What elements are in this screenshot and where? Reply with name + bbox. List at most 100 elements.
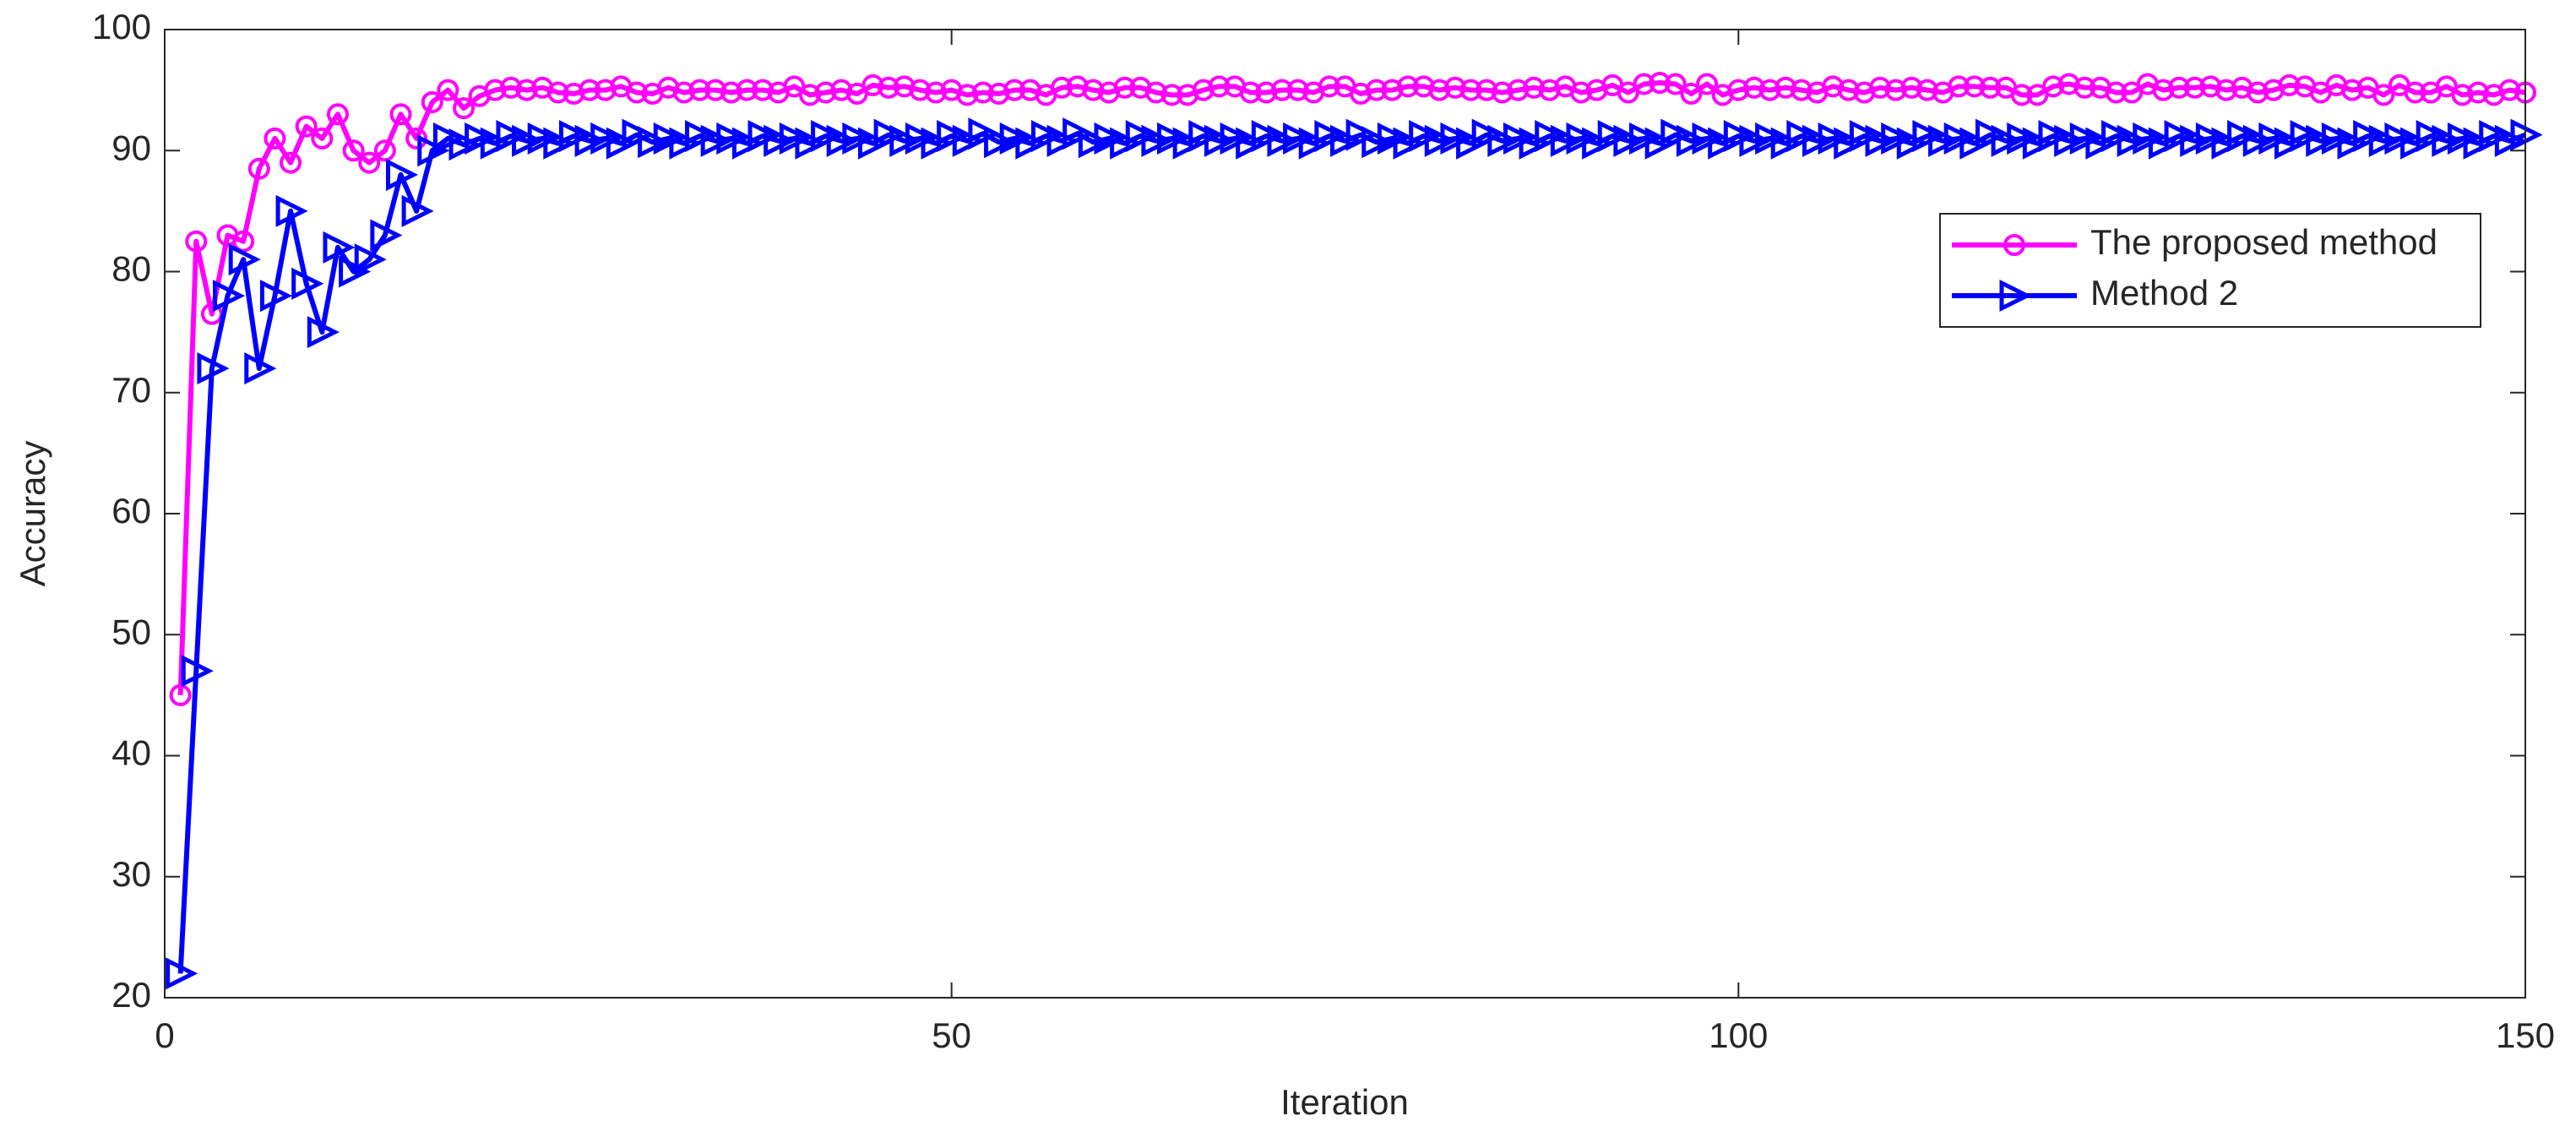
marker [842, 122, 875, 155]
marker [937, 120, 970, 153]
marker [2022, 127, 2055, 160]
marker [1680, 82, 1703, 105]
marker [1928, 124, 1961, 157]
marker [830, 79, 853, 101]
axes-box [164, 29, 2526, 999]
marker [1869, 76, 1892, 99]
marker [2168, 76, 2191, 99]
marker [1523, 76, 1546, 99]
marker [720, 81, 742, 104]
marker [1125, 120, 1158, 153]
marker [2290, 120, 2323, 153]
marker [672, 81, 695, 104]
marker [1377, 122, 1410, 155]
marker [873, 118, 906, 151]
marker [952, 124, 985, 157]
marker [1739, 124, 1772, 157]
marker [626, 81, 648, 104]
marker [1172, 127, 1205, 160]
marker [1094, 122, 1127, 155]
marker [2337, 127, 2370, 160]
marker [1566, 122, 1599, 155]
marker [1003, 79, 1026, 101]
marker [1251, 120, 1284, 153]
marker [1503, 122, 1536, 155]
marker [1298, 127, 1331, 160]
marker [1330, 124, 1363, 157]
marker [1802, 124, 1835, 157]
marker [2353, 120, 2386, 153]
marker [858, 127, 891, 160]
marker [465, 122, 497, 155]
marker [1948, 75, 1970, 98]
marker [1613, 124, 1646, 157]
marker [1865, 124, 1898, 157]
legend-box [1939, 213, 2481, 328]
marker [2404, 81, 2427, 104]
marker [244, 352, 277, 385]
marker [1141, 124, 1174, 157]
marker [543, 127, 576, 160]
marker [339, 255, 372, 288]
marker [1727, 79, 1750, 101]
marker [999, 122, 1032, 155]
marker [2069, 122, 2102, 155]
marker [1708, 127, 1741, 160]
legend-label: Method 2 [2090, 273, 2238, 313]
marker [731, 127, 765, 160]
marker [1770, 127, 1803, 160]
marker [1487, 124, 1520, 157]
marker [2400, 127, 2433, 160]
marker [1582, 127, 1615, 160]
marker [342, 139, 365, 162]
marker [421, 90, 443, 113]
marker [185, 230, 208, 253]
marker [2384, 122, 2417, 155]
marker [228, 243, 261, 276]
series [169, 72, 2536, 706]
marker [496, 120, 529, 153]
marker [1742, 76, 1765, 99]
marker [1030, 120, 1064, 153]
marker [685, 120, 718, 153]
marker [1790, 79, 1812, 101]
marker [1381, 79, 1404, 101]
marker [574, 124, 607, 157]
x-tick-label: 100 [1709, 1015, 1768, 1055]
marker [2038, 120, 2071, 153]
marker [2042, 75, 2064, 98]
marker [1113, 76, 1136, 99]
marker [2215, 79, 2237, 101]
marker [2195, 122, 2228, 155]
marker [247, 157, 270, 180]
marker [499, 76, 522, 99]
marker [259, 280, 293, 313]
marker [166, 957, 198, 990]
marker [905, 122, 937, 155]
marker [1959, 127, 1992, 160]
marker [1345, 118, 1378, 151]
marker [811, 120, 844, 153]
marker [1078, 126, 1111, 159]
marker [2227, 120, 2260, 153]
marker [401, 194, 434, 227]
marker [968, 117, 1001, 150]
marker [1660, 118, 1693, 151]
marker [311, 127, 334, 150]
marker [889, 124, 922, 157]
marker [956, 84, 979, 106]
marker [987, 82, 1010, 105]
marker [921, 127, 954, 160]
marker [752, 79, 774, 101]
marker [1943, 122, 1976, 155]
marker [326, 103, 349, 126]
marker [1896, 127, 1929, 160]
marker [878, 76, 900, 99]
marker [1314, 120, 1347, 153]
marker [354, 243, 387, 276]
marker [358, 151, 381, 174]
marker [2152, 79, 2175, 101]
marker [1900, 76, 1923, 99]
marker [1834, 127, 1867, 160]
marker [716, 122, 749, 155]
